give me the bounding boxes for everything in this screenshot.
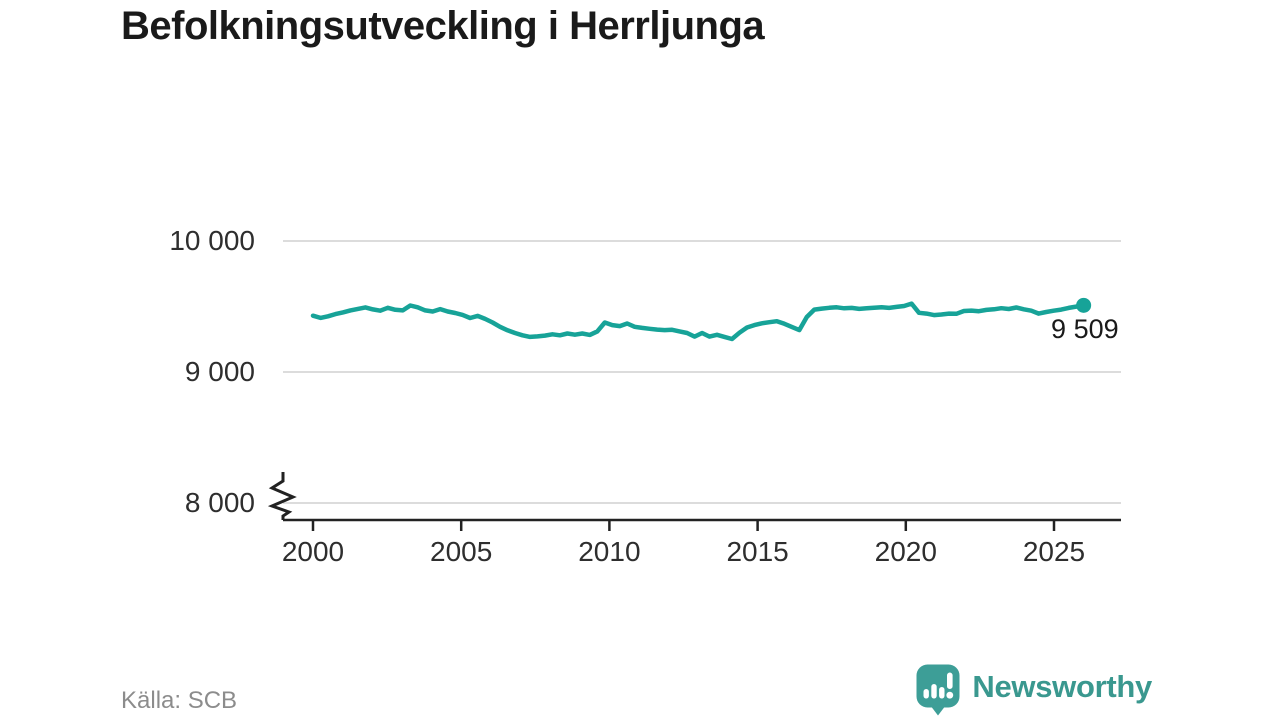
chart-title: Befolkningsutveckling i Herrljunga	[121, 4, 765, 48]
y-tick-label: 10 000	[169, 225, 255, 256]
last-point-marker	[1076, 297, 1092, 313]
newsworthy-wordmark: Newsworthy	[972, 669, 1152, 704]
end-value-label: 9 509	[1051, 314, 1119, 345]
x-tick-label: 2020	[874, 536, 937, 567]
population-series-line	[310, 301, 1086, 342]
y-axis-break-icon	[267, 472, 297, 520]
y-tick-label: 8 000	[184, 487, 255, 518]
x-tick-label: 2010	[578, 536, 641, 567]
x-tick-label: 2015	[726, 536, 789, 567]
x-tick-label: 2005	[430, 536, 493, 567]
x-tick-label: 2000	[281, 536, 345, 567]
source-caption: Källa: SCB	[121, 687, 238, 714]
newsworthy-speech-bubble-bar-chart-icon	[916, 664, 960, 716]
newsworthy-logo: Newsworthy	[915, 664, 1152, 716]
x-tick-label: 2025	[1022, 536, 1086, 567]
y-tick-label: 9 000	[184, 356, 255, 387]
